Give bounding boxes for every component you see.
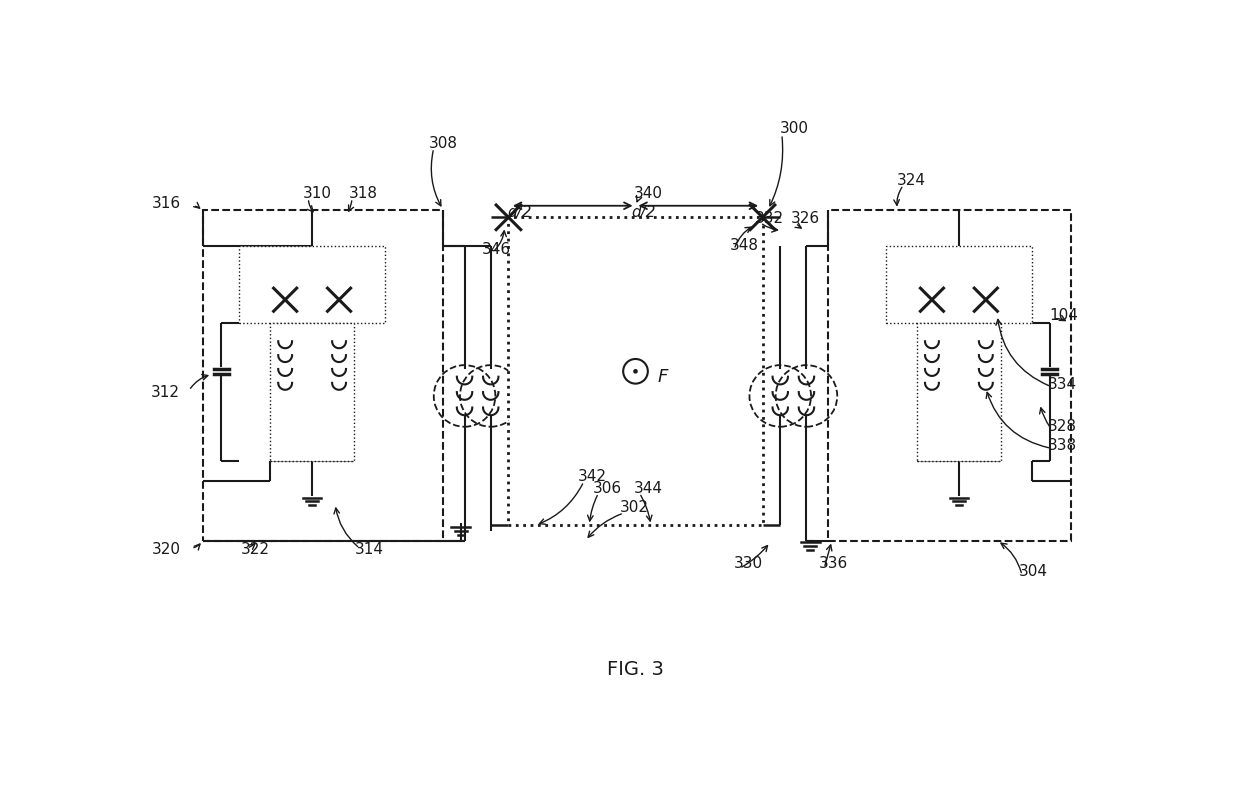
Text: 316: 316 xyxy=(153,196,181,211)
Bar xyxy=(916,323,1001,461)
Bar xyxy=(828,210,1070,540)
Text: 322: 322 xyxy=(242,543,270,557)
Text: 332: 332 xyxy=(755,211,784,226)
Text: 340: 340 xyxy=(634,186,663,201)
Circle shape xyxy=(634,369,637,374)
Text: 336: 336 xyxy=(818,556,848,571)
Text: 324: 324 xyxy=(898,173,926,188)
Bar xyxy=(203,210,443,540)
Text: 326: 326 xyxy=(791,211,820,226)
Text: 334: 334 xyxy=(1048,377,1076,392)
Text: 328: 328 xyxy=(1048,419,1076,434)
Bar xyxy=(270,323,355,461)
Text: 342: 342 xyxy=(578,469,606,485)
Text: 310: 310 xyxy=(303,186,332,201)
Text: 348: 348 xyxy=(729,238,759,253)
Text: d/2: d/2 xyxy=(507,205,532,220)
Text: 338: 338 xyxy=(1048,438,1076,453)
Bar xyxy=(508,218,763,525)
Text: FIG. 3: FIG. 3 xyxy=(608,660,663,679)
Text: 300: 300 xyxy=(780,121,810,136)
Text: 304: 304 xyxy=(1019,564,1048,579)
Text: d/2: d/2 xyxy=(631,205,656,220)
Bar xyxy=(885,245,1032,323)
Text: 346: 346 xyxy=(481,242,511,257)
Text: 308: 308 xyxy=(429,135,458,151)
Text: 306: 306 xyxy=(593,481,622,496)
Text: 320: 320 xyxy=(153,543,181,557)
Text: 302: 302 xyxy=(620,500,649,515)
Text: 314: 314 xyxy=(355,543,383,557)
Text: 318: 318 xyxy=(350,186,378,201)
Text: 312: 312 xyxy=(151,385,180,399)
Text: 330: 330 xyxy=(734,556,763,571)
Bar xyxy=(239,245,386,323)
Text: 104: 104 xyxy=(1050,308,1079,323)
Text: 344: 344 xyxy=(634,481,663,496)
Text: F: F xyxy=(657,368,667,387)
